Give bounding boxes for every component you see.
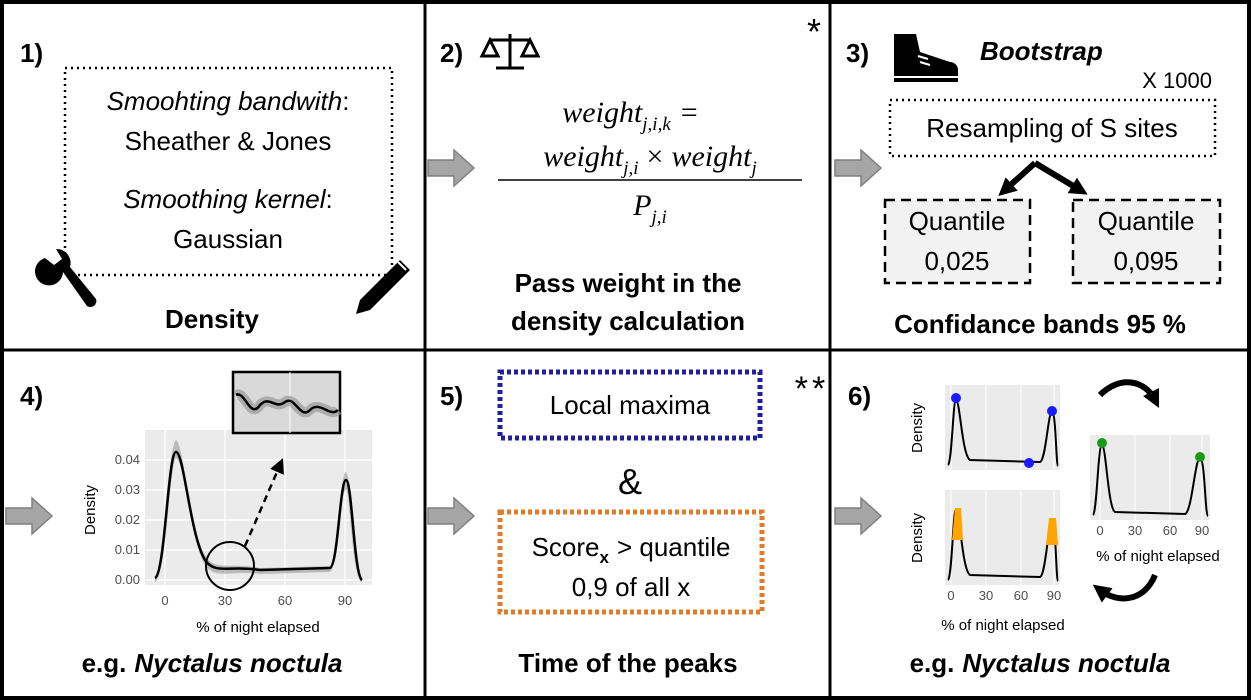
- subscript: j: [748, 158, 756, 179]
- pencil-icon: [356, 260, 410, 314]
- subscript: j,i: [649, 207, 667, 228]
- caption: e.g. Nyctalus noctula: [82, 648, 343, 678]
- criterion-box: [497, 509, 765, 615]
- panel-number: 1): [20, 38, 43, 68]
- subscript: j,i,k: [639, 114, 671, 135]
- var: weight: [562, 96, 643, 129]
- title: Bootstrap: [980, 36, 1103, 66]
- x-axis-title: % of night elapsed: [196, 619, 319, 636]
- panel-number: 6): [848, 381, 871, 411]
- x-tick-label: 0: [161, 593, 168, 608]
- quantile-box: [883, 198, 1032, 285]
- quantile-value: 0,025: [924, 246, 989, 276]
- y-axis-title: Density: [909, 402, 926, 453]
- x-axis-title: % of night elapsed: [941, 617, 1064, 634]
- x-tick-label: 30: [979, 588, 993, 603]
- conjunction: &: [618, 461, 642, 502]
- setting-value: Gaussian: [173, 224, 283, 254]
- settings-box: [63, 66, 394, 277]
- wrench-icon: [35, 248, 97, 308]
- plot-grid: [145, 430, 372, 585]
- caption: e.g. Nyctalus noctula: [910, 648, 1171, 678]
- caption: Pass weight in the: [515, 268, 742, 298]
- formula-lhs: weightj,i,k =: [562, 96, 697, 135]
- caption: Density: [165, 304, 259, 334]
- subscript: j,i: [620, 158, 638, 179]
- formula-denominator: Pj,i: [632, 189, 667, 228]
- panel-number: 3): [846, 38, 869, 68]
- flow-arrows: [5, 148, 883, 536]
- x-tick-label: 30: [1128, 523, 1142, 538]
- resample: Resampling of S sites: [926, 113, 1177, 143]
- y-tick-label: 0.00: [115, 572, 140, 587]
- resample-box: [888, 98, 1217, 158]
- term: Smoothing kernel: [123, 184, 327, 214]
- setting-term: Smoothing kernel:: [123, 184, 333, 214]
- x-tick-label: 60: [1163, 523, 1177, 538]
- boot-icon: [894, 34, 958, 82]
- subscript: x: [599, 548, 609, 567]
- x-tick-label: 90: [1047, 588, 1061, 603]
- panel-number: 5): [440, 381, 463, 411]
- zoom-circle: [205, 541, 255, 591]
- criterion: Scorex > quantile: [532, 532, 731, 567]
- x-tick-label: 60: [1014, 588, 1028, 603]
- quantile-label: Quantile: [1098, 206, 1195, 236]
- x-tick-label: 0: [947, 588, 954, 603]
- setting-value: Sheather & Jones: [125, 126, 332, 156]
- quantile-value: 0,095: [1113, 246, 1178, 276]
- quantile-label: Quantile: [909, 206, 1006, 236]
- scale-icon: [479, 34, 541, 70]
- x-tick-label: 60: [278, 593, 292, 608]
- quantile-box: [1071, 198, 1222, 285]
- confidence-band: [155, 440, 362, 582]
- operator: =: [681, 96, 698, 129]
- prefix: e.g.: [82, 648, 127, 678]
- term: Smoohting bandwith: [107, 86, 343, 116]
- formula-numerator: weightj,i × weightj: [543, 140, 757, 179]
- zoom-arrow: [243, 458, 284, 547]
- sep: :: [326, 184, 333, 214]
- caption: density calculation: [511, 306, 745, 336]
- prefix: e.g.: [910, 648, 955, 678]
- caption: Confidance bands 95 %: [894, 309, 1186, 339]
- species: Nyctalus noctula: [134, 648, 342, 678]
- operator: ×: [647, 140, 664, 173]
- panel-number: 4): [20, 381, 43, 411]
- criterion: Local maxima: [550, 390, 711, 420]
- panel-number: 2): [440, 38, 463, 68]
- note-mark: **: [795, 370, 829, 408]
- sep: :: [342, 86, 349, 116]
- setting-term: Smoohting bandwith:: [107, 86, 350, 116]
- mini-plots: [945, 385, 1210, 585]
- species: Nyctalus noctula: [962, 648, 1170, 678]
- var: weight: [671, 140, 752, 173]
- note-mark: *: [807, 11, 821, 52]
- curved-arrows: [1092, 379, 1160, 603]
- density-curve: [154, 450, 364, 582]
- inset-curve: [235, 393, 339, 414]
- y-tick-label: 0.02: [115, 512, 140, 527]
- y-axis-title: Density: [82, 484, 99, 535]
- y-tick-label: 0.04: [115, 452, 140, 467]
- var: P: [632, 189, 651, 222]
- y-tick-label: 0.03: [115, 482, 140, 497]
- x-tick-label: 30: [218, 593, 232, 608]
- y-axis-title: Density: [909, 512, 926, 563]
- y-tick-label: 0.01: [115, 542, 140, 557]
- x-tick-label: 0: [1096, 523, 1103, 538]
- x-tick-label: 90: [338, 593, 352, 608]
- rest: > quantile: [617, 532, 730, 562]
- x-axis-title: % of night elapsed: [1096, 548, 1219, 565]
- var: weight: [543, 140, 624, 173]
- criterion: 0,9 of all x: [572, 572, 691, 602]
- criterion-box: [497, 369, 763, 441]
- split-arrows: [998, 160, 1088, 197]
- repeat: X 1000: [1142, 68, 1212, 93]
- x-tick-label: 90: [1195, 523, 1209, 538]
- caption: Time of the peaks: [518, 648, 737, 678]
- score: Score: [532, 532, 600, 562]
